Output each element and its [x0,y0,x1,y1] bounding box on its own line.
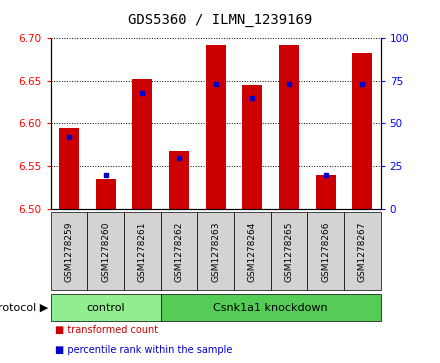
Bar [271,212,307,290]
Text: GSM1278265: GSM1278265 [284,221,293,282]
Text: GSM1278266: GSM1278266 [321,221,330,282]
Text: control: control [86,303,125,313]
Text: Csnk1a1 knockdown: Csnk1a1 knockdown [213,303,328,313]
Bar [279,45,299,209]
Text: GDS5360 / ILMN_1239169: GDS5360 / ILMN_1239169 [128,13,312,27]
Bar [161,212,197,290]
Text: protocol ▶: protocol ▶ [0,303,48,313]
Bar [95,179,116,209]
Text: GSM1278263: GSM1278263 [211,221,220,282]
Bar [315,175,336,209]
Bar [242,85,262,209]
Bar [352,53,372,209]
Text: ■ percentile rank within the sample: ■ percentile rank within the sample [55,345,232,355]
Text: ■ transformed count: ■ transformed count [55,325,158,335]
Bar [205,45,226,209]
Bar [132,79,152,209]
Bar [307,212,344,290]
Bar [87,212,124,290]
Text: GSM1278260: GSM1278260 [101,221,110,282]
Bar [124,212,161,290]
Bar [161,294,381,321]
Bar [169,151,189,209]
Text: GSM1278264: GSM1278264 [248,221,257,282]
Bar [59,128,79,209]
Bar [197,212,234,290]
Bar [344,212,381,290]
Bar [234,212,271,290]
Text: GSM1278267: GSM1278267 [358,221,367,282]
Text: GSM1278259: GSM1278259 [64,221,73,282]
Text: GSM1278262: GSM1278262 [174,221,183,282]
Bar [51,212,87,290]
Bar [51,294,161,321]
Text: GSM1278261: GSM1278261 [138,221,147,282]
